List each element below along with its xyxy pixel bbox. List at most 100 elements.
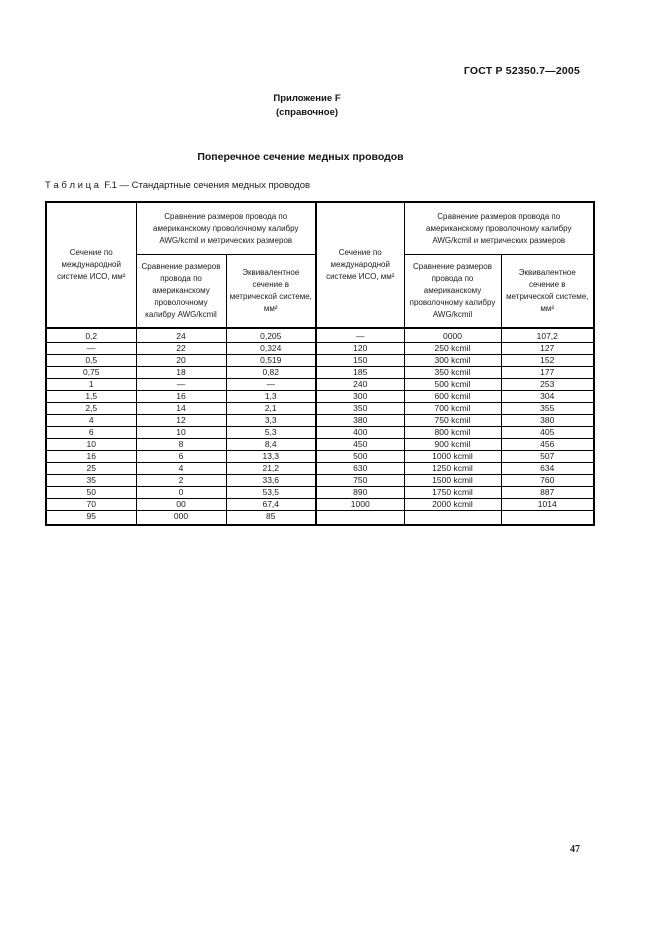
table-cell: 700 kcmil: [403, 402, 502, 415]
table-cell: 304: [500, 390, 595, 403]
header-iso-left: Сечение по международной системе ИСО, мм…: [45, 201, 137, 329]
header-awg-sub-left: Сравнение размеров провода по американск…: [135, 254, 227, 329]
table-cell: 1000: [315, 498, 405, 511]
table-cell: 185: [315, 366, 405, 379]
appendix-heading: Приложение F (справочное): [0, 92, 614, 120]
table-cell: —: [225, 378, 317, 391]
table-cell: 13,3: [225, 450, 317, 463]
table-cell: 0,519: [225, 354, 317, 367]
table-cell: 380: [500, 414, 595, 427]
table-cell: 150: [315, 354, 405, 367]
table-cell: —: [315, 327, 405, 343]
table-cell: 10: [135, 426, 227, 439]
table-cell: 1,5: [45, 390, 137, 403]
table-cell: 6: [135, 450, 227, 463]
table-cell: 405: [500, 426, 595, 439]
table-cell: 2,1: [225, 402, 317, 415]
table-cell: 33,6: [225, 474, 317, 487]
table-cell: 3,3: [225, 414, 317, 427]
header-awg-group-left: Сравнение размеров провода по американск…: [135, 201, 317, 255]
table-cell: 630: [315, 462, 405, 475]
table-cell: 25: [45, 462, 137, 475]
table-cell: 0,82: [225, 366, 317, 379]
table-cell: 22: [135, 342, 227, 355]
table-cell: 16: [135, 390, 227, 403]
table-row: 70 00 67,4 1000 2000 kcmil 1014: [45, 498, 595, 511]
table-cell: 350 kcmil: [403, 366, 502, 379]
table-header-row-top: Сечение по международной системе ИСО, мм…: [45, 201, 595, 329]
table-cell: 800 kcmil: [403, 426, 502, 439]
header-awg-sub-right: Сравнение размеров провода по американск…: [403, 254, 502, 329]
table-cell: 507: [500, 450, 595, 463]
table-cell: 127: [500, 342, 595, 355]
table-cell: 16: [45, 450, 137, 463]
table-row: 0,2 24 0,205—0000 107,2: [45, 327, 595, 343]
table-cell: 85: [225, 510, 317, 526]
header-iso-right: Сечение по международной системе ИСО, мм…: [315, 201, 405, 329]
wire-sizes-table: Сечение по международной системе ИСО, мм…: [45, 201, 595, 526]
table-cell: 900 kcmil: [403, 438, 502, 451]
table-cell: 1,3: [225, 390, 317, 403]
table-cell: 24: [135, 327, 227, 343]
table-cell: 1750 kcmil: [403, 486, 502, 499]
table-cell: 0: [135, 486, 227, 499]
table-cell: 750: [315, 474, 405, 487]
document-reference: ГОСТ Р 52350.7—2005: [463, 65, 580, 77]
table-cell: 2000 kcmil: [403, 498, 502, 511]
table-cell: 000: [135, 510, 227, 526]
table-cell: 18: [135, 366, 227, 379]
table-cell: 400: [315, 426, 405, 439]
table-row: 25 4 21,2 630 1250 kcmil 634: [45, 462, 595, 475]
table-row: 35 2 33,6 750 1500 kcmil 760: [45, 474, 595, 487]
table-cell: 500 kcmil: [403, 378, 502, 391]
table-cell: 5,3: [225, 426, 317, 439]
table-row: 2,5 14 2,1 350 700 kcmil 355: [45, 402, 595, 415]
table-cell: 1000 kcmil: [403, 450, 502, 463]
table-cell: 253: [500, 378, 595, 391]
table-row: 0,75 18 0,82 185 350 kcmil 177: [45, 366, 595, 379]
table-cell: —: [45, 342, 137, 355]
table-cell: 760: [500, 474, 595, 487]
table-cell: 107,2: [500, 327, 595, 343]
table-cell: 456: [500, 438, 595, 451]
header-metric-sub-right: Эквивалентное сечение в метрической сист…: [500, 254, 595, 329]
table-cell: 177: [500, 366, 595, 379]
appendix-label: Приложение F: [273, 93, 341, 104]
appendix-note: (справочное): [275, 107, 339, 118]
table-cell: 1500 kcmil: [403, 474, 502, 487]
table-cell: 250 kcmil: [403, 342, 502, 355]
table-cell: 1014: [500, 498, 595, 511]
table-row: 6 10 5,3 400 800 kcmil 405: [45, 426, 595, 439]
table-cell: 4: [45, 414, 137, 427]
table-cell: [315, 510, 405, 526]
table-cell: 300: [315, 390, 405, 403]
table-cell: 120: [315, 342, 405, 355]
table-cell: 300 kcmil: [403, 354, 502, 367]
table-cell: 8: [135, 438, 227, 451]
table-cell: [500, 510, 595, 526]
table-cell: 14: [135, 402, 227, 415]
table-cell: —: [135, 378, 227, 391]
table-cell: 0,75: [45, 366, 137, 379]
table-cell: 350: [315, 402, 405, 415]
table-cell: 634: [500, 462, 595, 475]
table-cell: 240: [315, 378, 405, 391]
table-cell: 2,5: [45, 402, 137, 415]
table-row: 0,5 20 0,519 150 300 kcmil 152: [45, 354, 595, 367]
table-row: —22 0,324 120 250 kcmil 127: [45, 342, 595, 355]
table-row: 4 12 3,3 380 750 kcmil 380: [45, 414, 595, 427]
table-cell: 450: [315, 438, 405, 451]
header-metric-sub-left: Эквивалентное сечение в метрической сист…: [225, 254, 317, 329]
table-cell: 21,2: [225, 462, 317, 475]
table-cell: 67,4: [225, 498, 317, 511]
table-body: 0,2 24 0,205—0000 107,2—22 0,324 120 250 kcmil…: [45, 327, 595, 526]
table-cell: 95: [45, 510, 137, 526]
table-cell: 380: [315, 414, 405, 427]
table-caption: Т а б л и ц а F.1 — Стандартные сечения …: [45, 180, 311, 191]
table-cell: 8,4: [225, 438, 317, 451]
table-cell: 70: [45, 498, 137, 511]
table-row: 1— —240 500 kcmil 253: [45, 378, 595, 391]
table-cell: 35: [45, 474, 137, 487]
table-cell: 355: [500, 402, 595, 415]
table-cell: 53,5: [225, 486, 317, 499]
